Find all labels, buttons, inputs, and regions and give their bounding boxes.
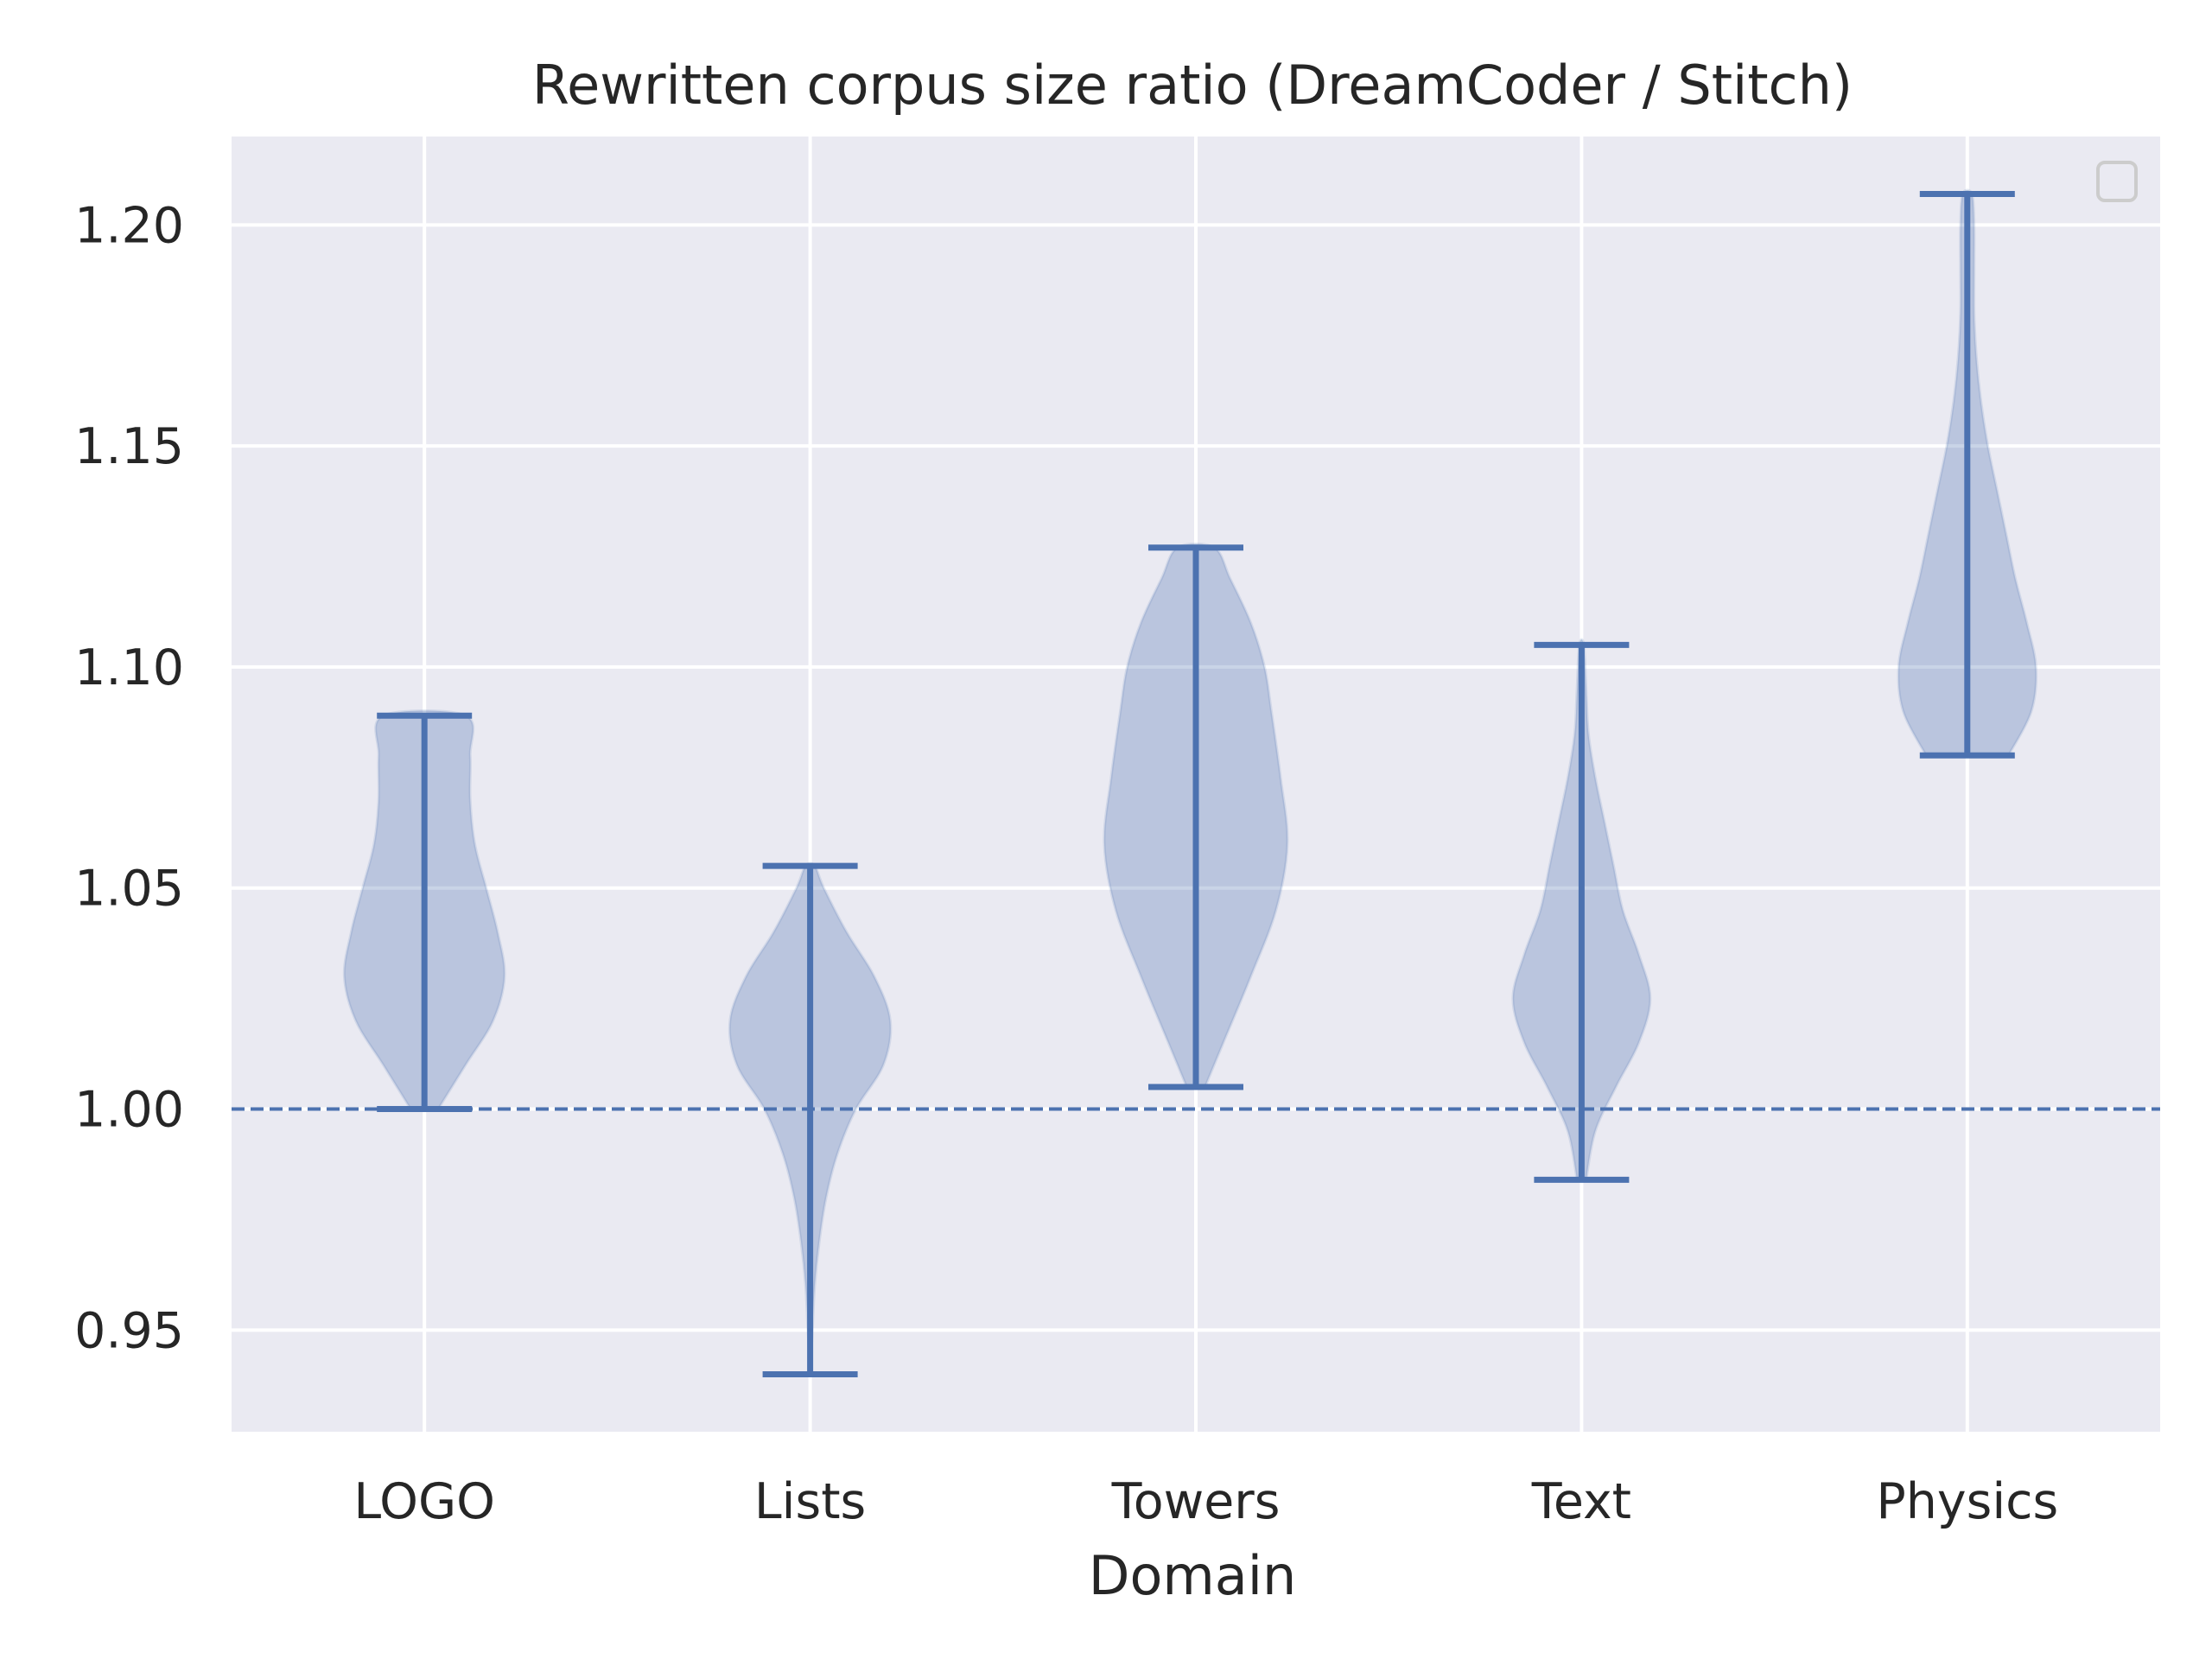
violin-physics bbox=[1897, 188, 2038, 759]
y-tick-label: 1.00 bbox=[74, 1082, 184, 1139]
x-axis-label: Domain bbox=[1089, 1544, 1297, 1607]
violin-lists bbox=[728, 861, 893, 1377]
violin-text bbox=[1511, 638, 1652, 1183]
x-tick-label-logo: LOGO bbox=[353, 1473, 495, 1530]
x-tick-label-physics: Physics bbox=[1876, 1473, 2058, 1530]
y-tick-label: 1.20 bbox=[74, 197, 184, 254]
y-tick-label: 1.05 bbox=[74, 861, 184, 918]
x-tick-label-lists: Lists bbox=[754, 1473, 866, 1530]
y-axis-ticks: 0.95 1.00 1.05 1.10 1.15 1.20 bbox=[74, 197, 184, 1359]
violins bbox=[342, 188, 2038, 1377]
y-tick-label: 1.15 bbox=[74, 418, 184, 475]
x-tick-label-towers: Towers bbox=[1111, 1473, 1281, 1530]
y-tick-label: 1.10 bbox=[74, 639, 184, 696]
chart-title: Rewritten corpus size ratio (DreamCoder … bbox=[532, 54, 1853, 117]
legend bbox=[2096, 161, 2138, 202]
x-tick-label-text: Text bbox=[1531, 1473, 1631, 1530]
y-tick-label: 0.95 bbox=[74, 1302, 184, 1359]
violin-logo bbox=[342, 709, 506, 1113]
x-axis-ticks: LOGO Lists Towers Text Physics bbox=[353, 1473, 2058, 1530]
violin-towers bbox=[1103, 542, 1289, 1090]
